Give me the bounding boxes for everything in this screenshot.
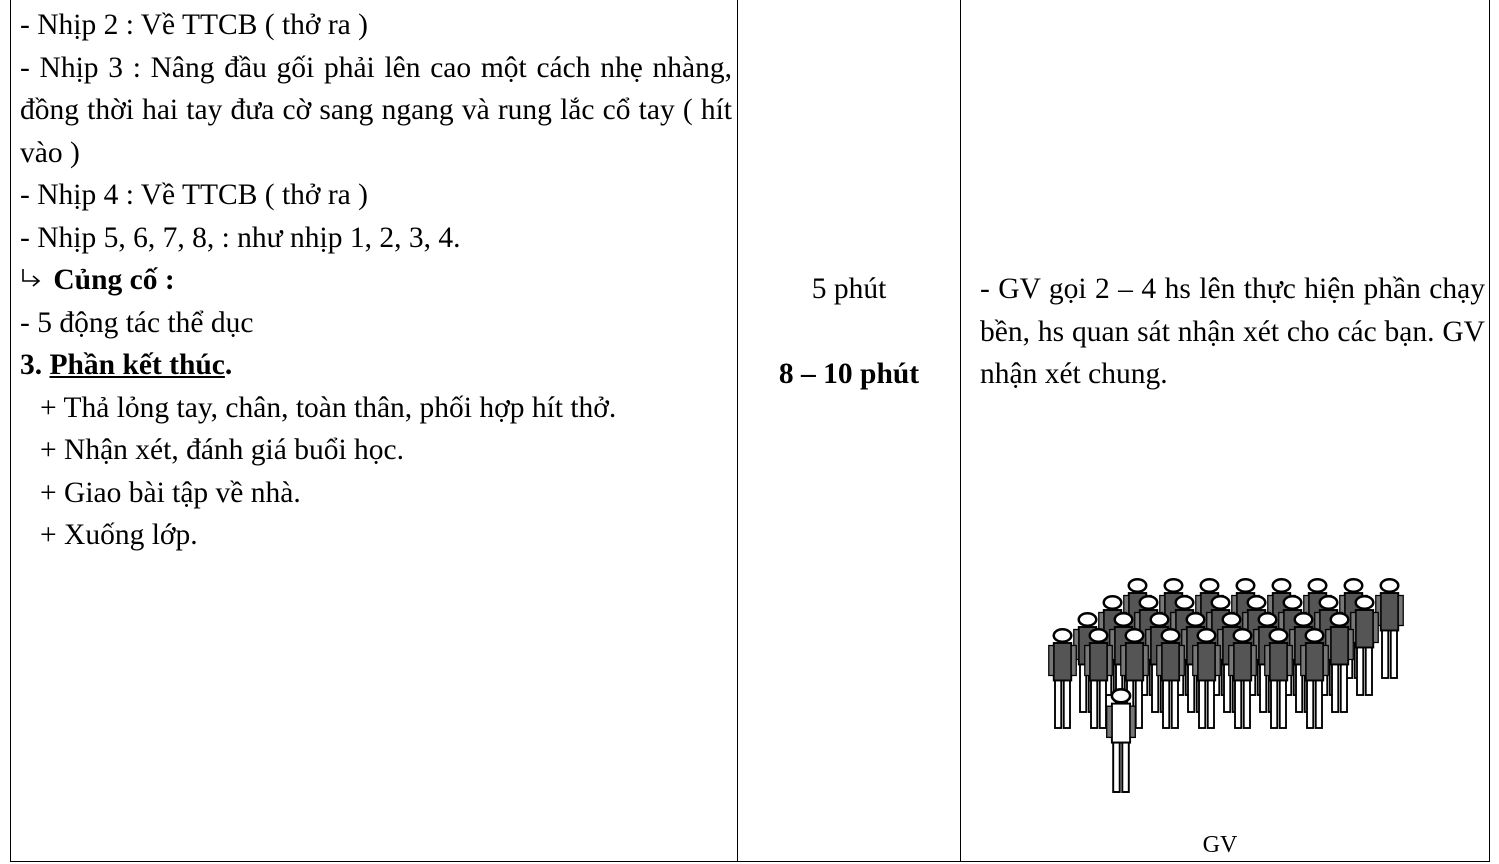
column-divider bbox=[960, 0, 961, 861]
arrow-icon bbox=[22, 269, 41, 287]
text-paragraph: - GV gọi 2 – 4 hs lên thực hiện phần chạ… bbox=[980, 273, 1485, 390]
section-number: 3. bbox=[20, 349, 43, 381]
time-text: 8 – 10 phút bbox=[778, 357, 920, 390]
student-icon bbox=[1048, 628, 1077, 729]
figure-label: GV bbox=[1202, 832, 1238, 858]
formation-figure bbox=[1048, 578, 1404, 793]
list-item: + Giao bài tập về nhà. bbox=[40, 476, 301, 509]
time-text: 5 phút bbox=[811, 273, 887, 305]
right-cell: - GV gọi 2 – 4 hs lên thực hiện phần chạ… bbox=[980, 268, 1485, 396]
section-suffix: . bbox=[224, 349, 233, 381]
teacher-icon bbox=[1106, 688, 1136, 793]
student-icon bbox=[1350, 595, 1379, 696]
list-item: + Nhận xét, đánh giá buổi học. bbox=[40, 434, 404, 466]
student-icon bbox=[1228, 628, 1257, 729]
middle-cell: 5 phút 8 – 10 phút bbox=[738, 268, 960, 395]
student-icon bbox=[1300, 628, 1329, 729]
text-line: - 5 động tác thể dục bbox=[20, 306, 254, 339]
list-item: + Xuống lớp. bbox=[40, 519, 198, 551]
text-line: - Nhịp 4 : Về TTCB ( thở ra ) bbox=[20, 179, 368, 211]
review-heading-line: Củng cố : bbox=[20, 259, 732, 302]
column-divider bbox=[737, 0, 738, 861]
student-icon bbox=[1084, 628, 1113, 729]
student-icon bbox=[1156, 628, 1185, 729]
student-icon bbox=[1264, 628, 1293, 729]
text-line: - Nhịp 2 : Về TTCB ( thở ra ) bbox=[20, 9, 368, 41]
text-paragraph: - Nhịp 3 : Nâng đầu gối phải lên cao một… bbox=[20, 51, 732, 169]
table-frame bbox=[10, 0, 1490, 862]
left-cell: - Nhịp 2 : Về TTCB ( thở ra ) - Nhịp 3 :… bbox=[20, 4, 732, 557]
text-line: - Nhịp 5, 6, 7, 8, : như nhịp 1, 2, 3, 4… bbox=[20, 221, 461, 254]
section-title: Phần kết thúc bbox=[49, 349, 225, 381]
student-icon bbox=[1325, 612, 1354, 713]
student-icon bbox=[1375, 578, 1404, 679]
student-icon bbox=[1192, 628, 1221, 729]
review-heading: Củng cố : bbox=[53, 264, 175, 296]
section-heading: 3. Phần kết thúc. bbox=[20, 344, 732, 387]
list-item: + Thả lỏng tay, chân, toàn thân, phối hợ… bbox=[40, 391, 617, 424]
